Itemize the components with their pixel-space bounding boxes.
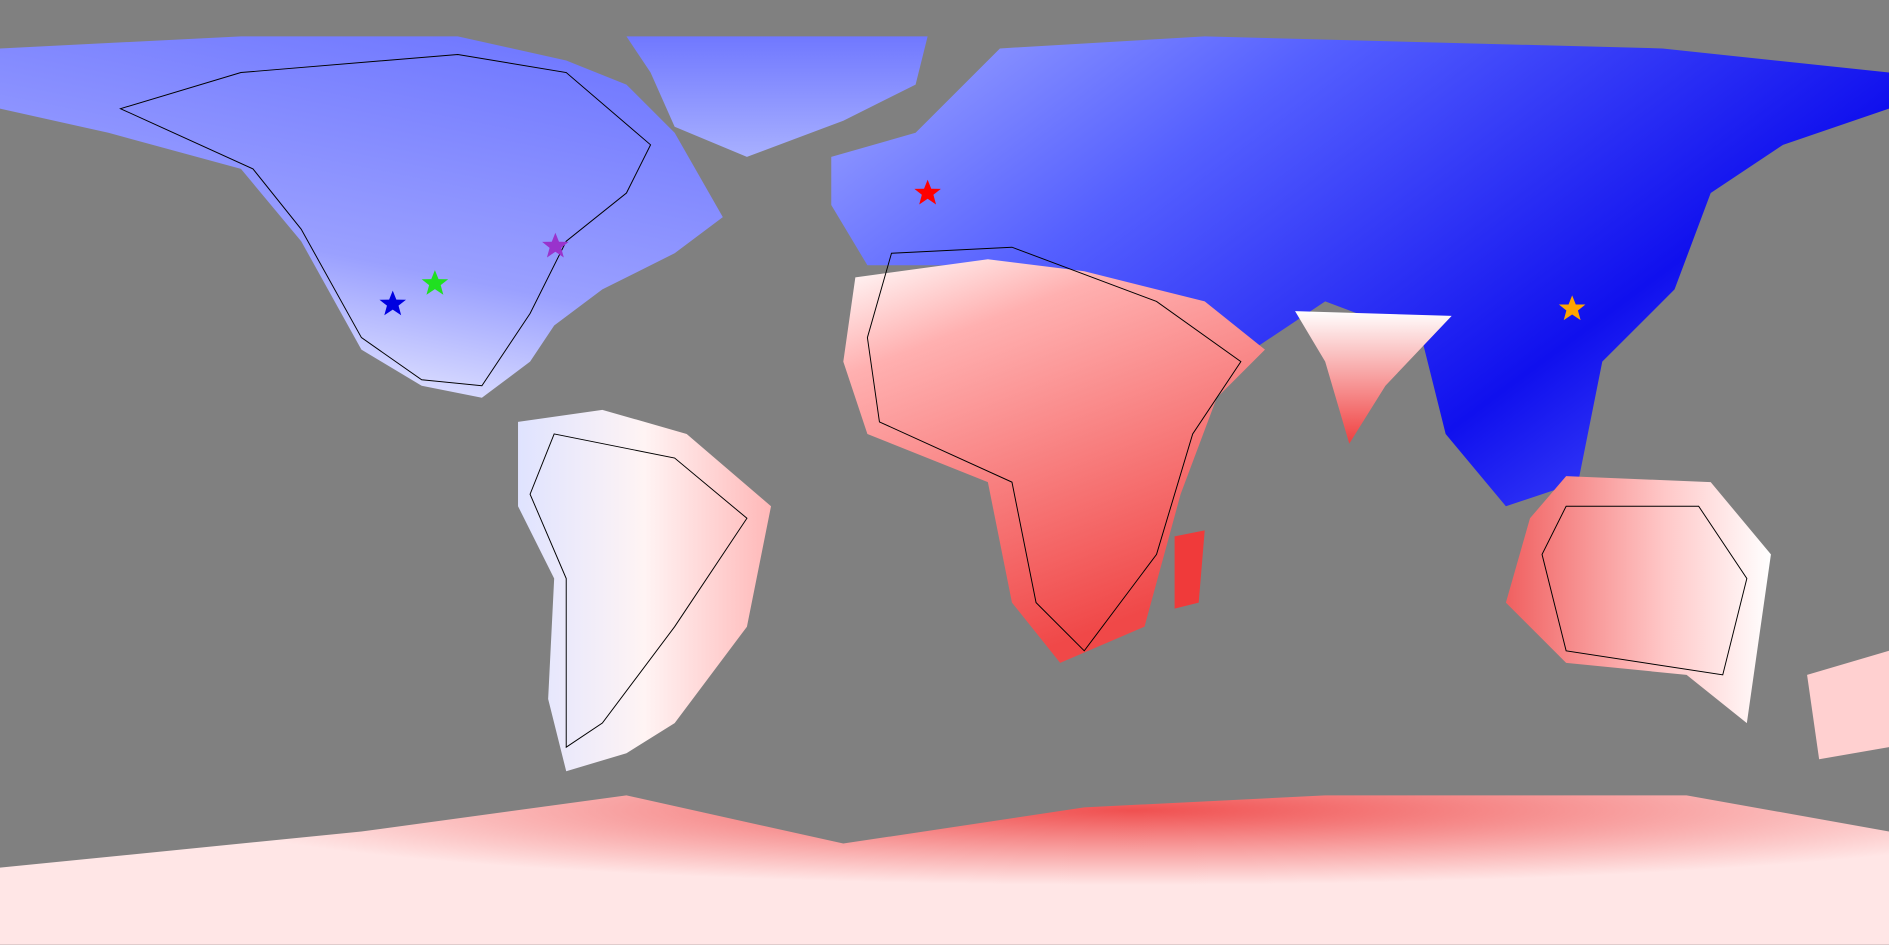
south-america bbox=[518, 409, 772, 772]
coastline bbox=[866, 246, 1242, 652]
madagascar bbox=[1174, 530, 1205, 609]
africa bbox=[843, 259, 1265, 663]
india bbox=[1295, 311, 1452, 444]
coastline bbox=[1541, 505, 1748, 676]
north-america bbox=[0, 36, 723, 398]
greenland bbox=[626, 36, 928, 157]
new-zealand bbox=[1807, 650, 1889, 760]
coastline bbox=[529, 433, 748, 749]
coastline bbox=[119, 53, 652, 387]
antarctica bbox=[0, 795, 1889, 945]
australia bbox=[1505, 476, 1771, 724]
eurasia bbox=[831, 36, 1889, 507]
